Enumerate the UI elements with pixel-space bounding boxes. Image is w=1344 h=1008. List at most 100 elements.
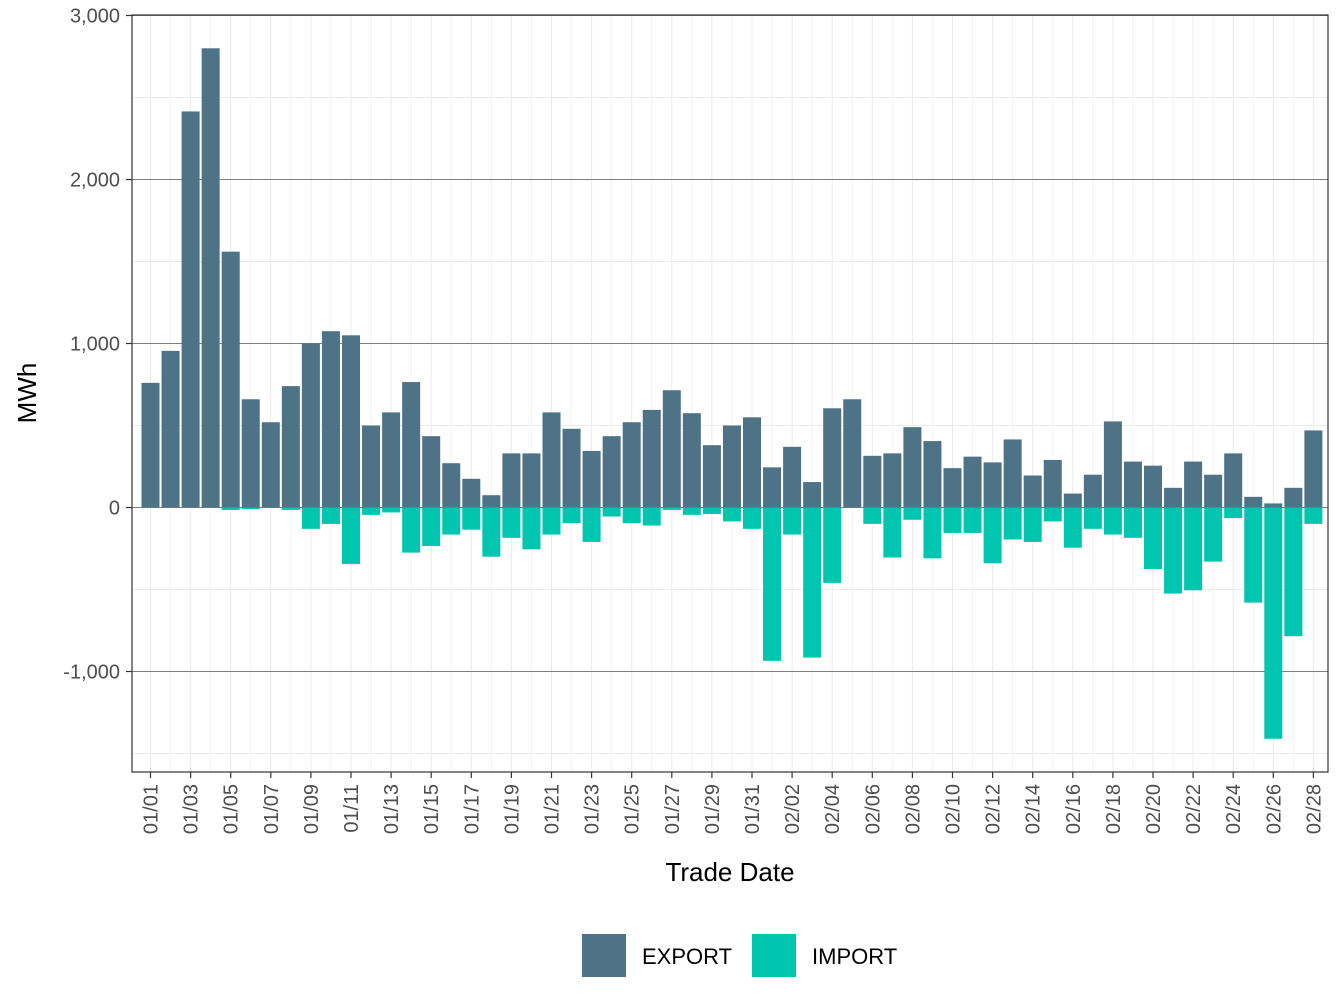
x-tick-label: 01/11	[341, 784, 363, 833]
bar-import-01-21	[542, 507, 561, 535]
bar-import-02-01	[763, 507, 782, 661]
bar-export-01-09	[301, 343, 320, 508]
bar-import-01-20	[522, 507, 541, 550]
bar-export-01-13	[382, 412, 401, 508]
x-tick-label: 01/31	[742, 784, 764, 834]
bar-export-02-18	[1103, 421, 1122, 508]
bar-export-02-03	[803, 482, 822, 508]
bar-export-01-07	[261, 422, 280, 508]
bar-export-02-11	[963, 456, 982, 508]
bar-import-02-19	[1123, 507, 1142, 538]
bar-import-02-20	[1144, 507, 1162, 569]
bar-import-01-11	[342, 507, 360, 565]
bar-export-01-31	[743, 417, 761, 508]
x-tick-label: 01/29	[702, 784, 724, 834]
legend-swatch-export	[582, 934, 626, 977]
bar-export-01-23	[582, 450, 601, 508]
bar-import-02-25	[1244, 507, 1263, 603]
bar-export-01-24	[602, 436, 621, 508]
x-tick-label: 01/19	[501, 784, 523, 834]
x-tick-label: 02/20	[1143, 784, 1165, 834]
bar-export-01-14	[402, 382, 421, 508]
bar-export-02-28	[1304, 430, 1323, 508]
bar-export-01-02	[161, 350, 180, 508]
bar-import-01-14	[402, 507, 421, 553]
bar-import-01-17	[462, 507, 481, 530]
x-tick-label: 01/27	[662, 784, 684, 834]
x-tick-label: 02/28	[1303, 784, 1325, 834]
bar-export-01-25	[622, 422, 641, 508]
bar-export-01-16	[442, 463, 461, 508]
bar-export-01-17	[462, 478, 481, 508]
x-tick-label: 02/10	[943, 784, 965, 834]
x-tick-label: 02/14	[1023, 784, 1045, 834]
x-tick-label: 02/26	[1263, 784, 1285, 834]
bar-import-02-09	[923, 507, 942, 559]
y-tick-label: -1,000	[63, 662, 120, 684]
x-tick-label: 01/01	[141, 784, 163, 834]
bar-import-01-28	[682, 507, 701, 515]
bar-import-01-19	[502, 507, 521, 538]
bar-export-01-06	[241, 399, 260, 508]
x-tick-label: 01/23	[582, 784, 604, 834]
bar-import-01-31	[743, 507, 761, 529]
bar-import-02-23	[1204, 507, 1223, 562]
bar-import-02-11	[963, 507, 982, 533]
bar-import-02-26	[1264, 507, 1283, 739]
bar-export-02-27	[1284, 487, 1303, 508]
bar-export-02-22	[1184, 461, 1203, 508]
bar-import-01-09	[301, 507, 320, 529]
x-tick-label: 01/15	[421, 784, 443, 834]
bar-import-02-07	[883, 507, 902, 558]
bar-export-01-26	[642, 409, 661, 508]
bar-export-02-14	[1023, 475, 1042, 508]
x-tick-label: 01/07	[261, 784, 283, 834]
bar-import-01-25	[622, 507, 641, 524]
bar-import-01-16	[442, 507, 461, 535]
y-tick-label: 2,000	[70, 170, 120, 192]
x-tick-label: 02/16	[1063, 784, 1085, 834]
bar-import-02-28	[1304, 507, 1323, 524]
bar-export-02-15	[1043, 459, 1062, 508]
bar-export-01-29	[702, 445, 721, 508]
bar-export-01-03	[181, 111, 200, 508]
bar-export-02-16	[1063, 493, 1082, 508]
x-tick-label: 02/22	[1183, 784, 1205, 834]
bar-import-01-30	[722, 507, 741, 522]
bar-import-01-26	[642, 507, 661, 526]
bar-export-02-07	[883, 453, 902, 508]
x-tick-label: 02/04	[822, 784, 844, 834]
bar-export-02-02	[783, 446, 802, 508]
x-tick-label: 02/18	[1103, 784, 1125, 834]
bar-export-02-01	[763, 467, 782, 508]
bar-export-02-12	[983, 462, 1002, 508]
bar-export-02-24	[1224, 453, 1243, 508]
bar-import-02-02	[783, 507, 802, 535]
legend-label-import: IMPORT	[812, 944, 897, 969]
bar-import-01-24	[602, 507, 621, 517]
y-tick-label: 1,000	[70, 334, 120, 356]
bar-export-02-20	[1144, 465, 1162, 508]
x-tick-label: 01/25	[622, 784, 644, 834]
bar-import-02-18	[1103, 507, 1122, 535]
bar-export-01-15	[422, 436, 441, 508]
x-tick-label: 01/05	[221, 784, 243, 834]
bar-import-02-24	[1224, 507, 1243, 519]
y-tick-label: 3,000	[70, 6, 120, 28]
bar-export-02-05	[843, 399, 862, 508]
x-axis: 01/01 01/03 01/05 01/07 01/09 01/11 01/13 01/15…	[141, 772, 1325, 834]
bar-import-02-10	[943, 507, 962, 533]
x-tick-label: 02/08	[902, 784, 924, 834]
bar-import-02-17	[1083, 507, 1102, 529]
bar-import-01-12	[362, 507, 381, 515]
bar-import-02-12	[983, 507, 1002, 564]
bar-export-01-11	[342, 335, 360, 508]
bar-export-01-21	[542, 412, 561, 508]
bar-export-01-12	[362, 425, 381, 508]
bar-import-01-27	[662, 507, 681, 510]
x-tick-label: 01/13	[381, 784, 403, 834]
bar-import-01-18	[482, 507, 501, 557]
x-tick-label: 01/09	[301, 784, 323, 834]
bar-import-02-04	[823, 507, 842, 583]
